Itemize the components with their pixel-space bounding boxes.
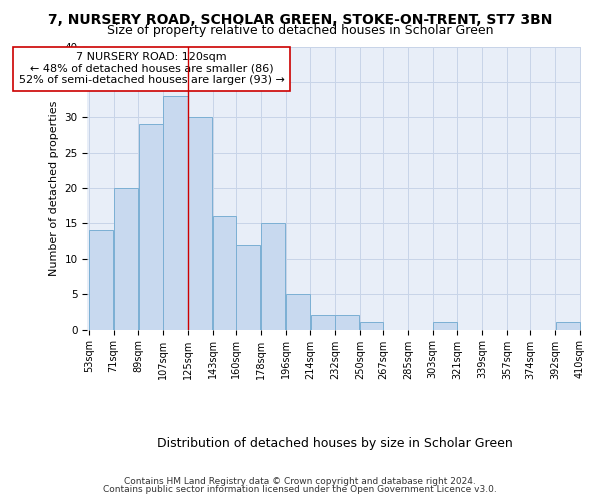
- Y-axis label: Number of detached properties: Number of detached properties: [49, 100, 59, 276]
- Bar: [114, 188, 138, 330]
- Bar: [286, 294, 310, 330]
- X-axis label: Distribution of detached houses by size in Scholar Green: Distribution of detached houses by size …: [157, 437, 512, 450]
- Bar: [213, 216, 236, 330]
- Bar: [89, 230, 113, 330]
- Bar: [261, 224, 285, 330]
- Bar: [556, 322, 580, 330]
- Text: 7, NURSERY ROAD, SCHOLAR GREEN, STOKE-ON-TRENT, ST7 3BN: 7, NURSERY ROAD, SCHOLAR GREEN, STOKE-ON…: [48, 12, 552, 26]
- Bar: [311, 316, 335, 330]
- Bar: [236, 244, 260, 330]
- Bar: [188, 118, 212, 330]
- Bar: [335, 316, 359, 330]
- Text: Size of property relative to detached houses in Scholar Green: Size of property relative to detached ho…: [107, 24, 493, 37]
- Text: Contains HM Land Registry data © Crown copyright and database right 2024.: Contains HM Land Registry data © Crown c…: [124, 477, 476, 486]
- Text: Contains public sector information licensed under the Open Government Licence v3: Contains public sector information licen…: [103, 485, 497, 494]
- Bar: [139, 124, 163, 330]
- Bar: [433, 322, 457, 330]
- Text: 7 NURSERY ROAD: 120sqm
← 48% of detached houses are smaller (86)
52% of semi-det: 7 NURSERY ROAD: 120sqm ← 48% of detached…: [19, 52, 284, 86]
- Bar: [163, 96, 188, 330]
- Bar: [360, 322, 383, 330]
